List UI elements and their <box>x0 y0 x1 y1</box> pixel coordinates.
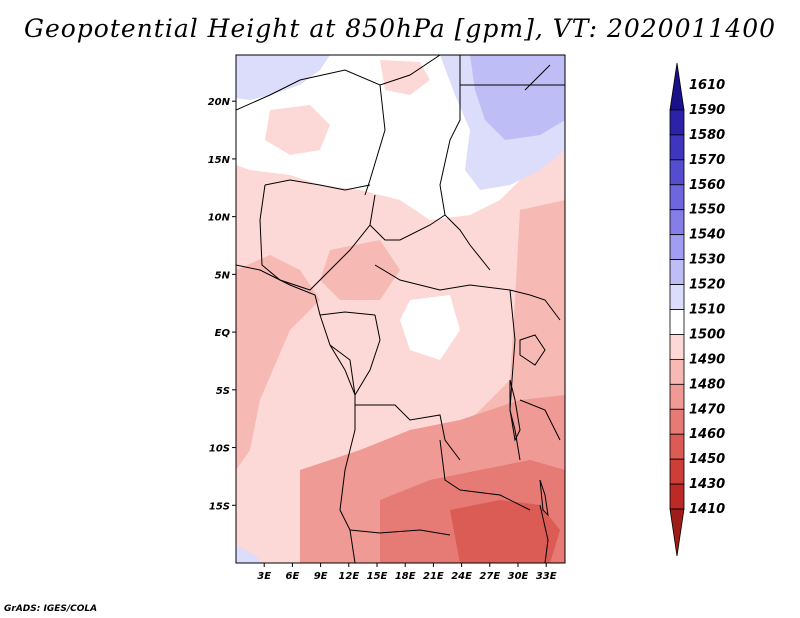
field-1520-nw <box>236 55 330 100</box>
border-gabon-congo <box>329 344 356 396</box>
lat-tick-label: 15N <box>208 155 231 166</box>
border-algeria-niger-libya <box>236 55 441 111</box>
colorbar-swatch <box>669 184 685 211</box>
coast-west-africa <box>236 264 356 563</box>
colorbar-label: 1480 <box>689 377 725 392</box>
border-nigeria-cameroon <box>259 184 376 291</box>
colorbar-label: 1580 <box>689 128 725 143</box>
colorbar-label: 1450 <box>689 452 725 467</box>
border-niger-nigeria <box>264 179 371 191</box>
field-1500-n-patch <box>380 60 430 95</box>
field-1490-center <box>320 240 400 300</box>
colorbar-swatch <box>669 408 685 435</box>
border-kenya-uganda <box>529 294 561 321</box>
colorbar-label: 1460 <box>689 427 725 442</box>
border-car-drc <box>374 264 531 296</box>
field-1490-west <box>236 255 320 470</box>
colorbar-swatch <box>669 159 685 186</box>
height-field <box>236 55 565 563</box>
colorbar-label: 1510 <box>689 303 725 318</box>
colorbar-label: 1410 <box>689 502 725 517</box>
colorbar-label: 1570 <box>689 153 725 168</box>
field-1530-ne <box>470 55 565 140</box>
lon-tick-label: 15E <box>367 571 388 582</box>
field-1460-southeast <box>450 500 560 563</box>
colorbar-label: 1490 <box>689 352 725 367</box>
colorbar: 1610 1590 1580 1570 1560 1550 1540 1530 1520 1510… <box>669 62 725 557</box>
lon-tick-label: 21E <box>423 571 444 582</box>
colorbar-label: 1610 <box>689 78 725 93</box>
lake-victoria <box>519 334 546 366</box>
border-libya-egypt <box>439 55 461 216</box>
lat-tick-label: 10S <box>209 444 230 455</box>
colorbar-bottom-arrow <box>669 508 685 557</box>
border-chad-car <box>369 214 446 241</box>
lon-tick-label: 24E <box>451 571 472 582</box>
lat-tick-label: 5S <box>216 386 230 397</box>
field-1520-sw-corner <box>236 545 262 563</box>
colorbar-swatch <box>669 358 685 385</box>
lon-tick-label: 27E <box>479 571 500 582</box>
border-zambia-zimbabwe <box>459 489 531 511</box>
colorbar-swatch <box>669 284 685 310</box>
colorbar-label: 1500 <box>689 327 725 342</box>
colorbar-top-arrow <box>669 62 685 111</box>
lon-tick-label: 18E <box>395 571 416 582</box>
map-frame <box>235 54 566 564</box>
lon-tick-label: 12E <box>338 571 359 582</box>
border-cameroon-gabon <box>319 311 376 316</box>
border-mozambique <box>539 504 549 563</box>
lon-tick-label: 30E <box>508 571 529 582</box>
colorbar-swatch <box>669 234 685 261</box>
colorbar-label: 1590 <box>689 103 725 118</box>
colorbar-swatch <box>669 109 685 136</box>
lon-tick-label: 33E <box>536 571 557 582</box>
lon-tick-label: 9E <box>314 571 328 582</box>
border-libya-chad <box>364 84 386 196</box>
colorbar-swatch <box>669 483 685 510</box>
lon-tick-label: 3E <box>257 571 271 582</box>
colorbar-label: 1540 <box>689 228 725 243</box>
border-drc-angola <box>355 404 461 461</box>
colorbar-swatch <box>669 383 685 410</box>
field-1500-nw-patch <box>265 105 330 155</box>
border-angola-namibia <box>349 529 451 536</box>
colorbar-swatch <box>669 134 685 161</box>
colorbar-label: 1560 <box>689 178 725 193</box>
country-borders <box>236 55 565 563</box>
colorbar-swatch <box>669 433 685 460</box>
latitude-axis: 20N 15N 10N 5N EQ 5S 10S 15S <box>208 97 236 512</box>
border-chad-sudan <box>444 214 491 271</box>
lat-tick-label: 5N <box>215 270 231 281</box>
border-drc-east <box>509 289 521 461</box>
red-sea-coast <box>524 64 551 91</box>
colorbar-label: 1530 <box>689 253 725 268</box>
colorbar-label: 1430 <box>689 477 725 492</box>
colorbar-swatch <box>669 209 685 236</box>
field-1510-center <box>400 295 460 360</box>
colorbar-label: 1520 <box>689 278 725 293</box>
lake-malawi <box>539 479 549 517</box>
lat-tick-label: 20N <box>208 97 231 108</box>
lon-tick-label: 6E <box>286 571 300 582</box>
colorbar-swatch <box>669 259 685 285</box>
border-congo-drc <box>354 314 381 396</box>
longitude-axis: 3E 6E 9E 12E 15E 18E 21E 24E 27E 30E 33E <box>257 563 557 582</box>
lat-tick-label: EQ <box>215 328 231 339</box>
lake-tanganyika <box>509 379 521 442</box>
colorbar-label: 1470 <box>689 402 725 417</box>
border-angola-zambia <box>439 439 461 491</box>
border-tanzania <box>519 399 561 441</box>
chart-title: Geopotential Height at 850hPa [gpm], VT:… <box>23 14 777 43</box>
lat-tick-label: 15S <box>209 501 230 512</box>
credit-text: GrADS: IGES/COLA <box>4 604 98 614</box>
colorbar-swatch <box>669 334 685 360</box>
colorbar-swatch <box>669 309 685 335</box>
lat-tick-label: 10N <box>208 213 231 224</box>
colorbar-label: 1550 <box>689 203 725 218</box>
colorbar-swatch <box>669 458 685 485</box>
